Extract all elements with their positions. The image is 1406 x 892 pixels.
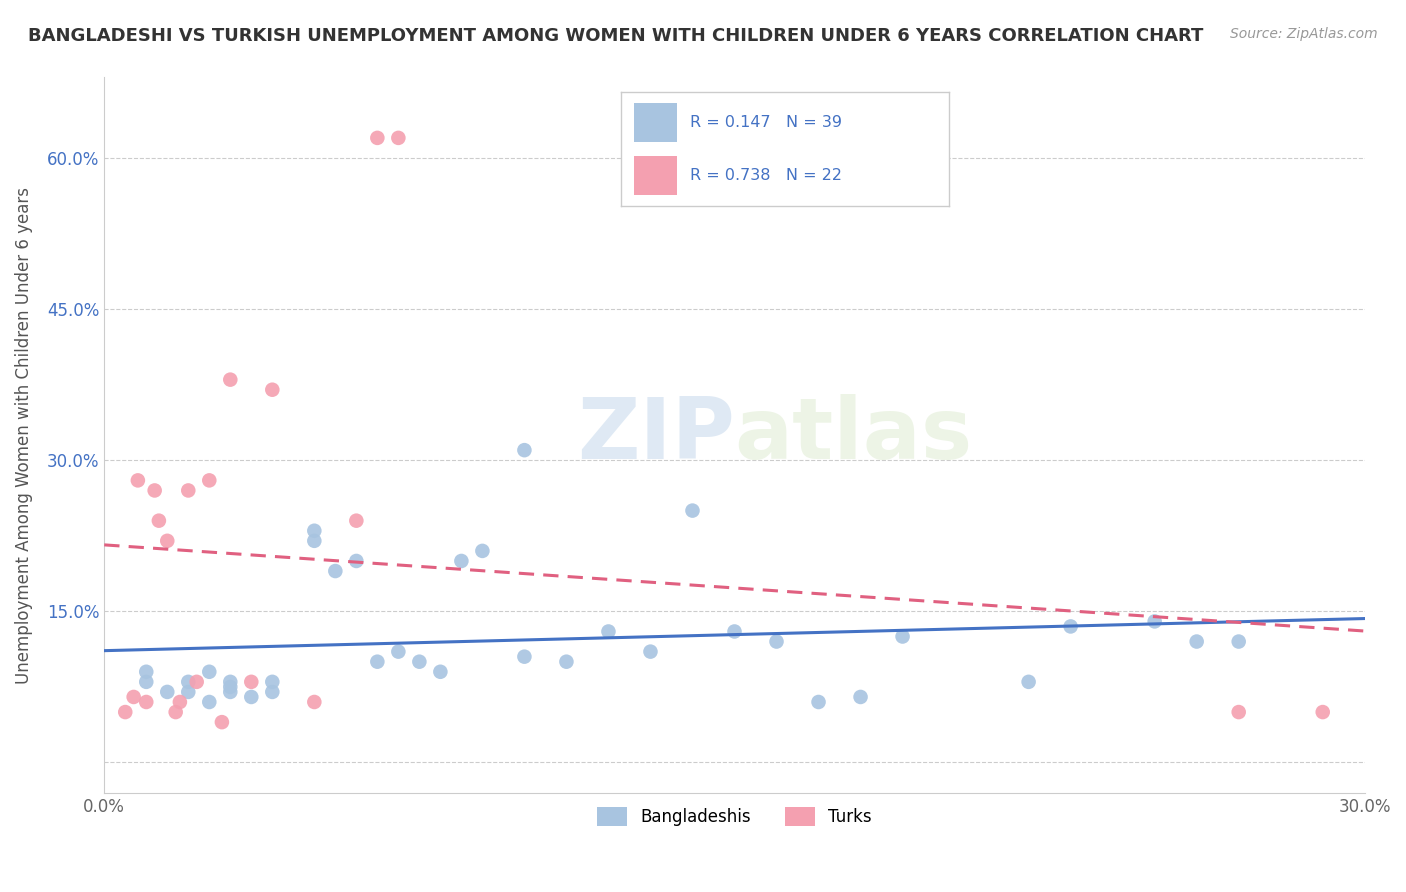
Point [148,514,170,528]
Text: atlas: atlas [734,393,973,476]
Point [1227,705,1250,719]
Point [219,674,242,689]
Point [262,685,284,699]
Point [143,483,166,498]
Point [219,685,242,699]
Point [219,680,242,694]
Point [127,474,149,488]
Text: ZIP: ZIP [576,393,734,476]
Point [219,373,242,387]
Point [156,533,179,548]
Point [1227,634,1250,648]
Point [366,131,388,145]
Point [304,524,326,538]
Point [682,503,704,517]
Point [211,715,233,730]
Point [1018,674,1040,689]
Point [450,554,472,568]
Y-axis label: Unemployment Among Women with Children Under 6 years: Unemployment Among Women with Children U… [15,186,32,683]
Point [1059,619,1081,633]
Point [849,690,872,704]
Text: BANGLADESHI VS TURKISH UNEMPLOYMENT AMONG WOMEN WITH CHILDREN UNDER 6 YEARS CORR: BANGLADESHI VS TURKISH UNEMPLOYMENT AMON… [28,27,1204,45]
Point [891,630,914,644]
Point [135,665,157,679]
Point [198,474,221,488]
Point [198,665,221,679]
Point [429,665,451,679]
Point [513,649,536,664]
Point [471,544,494,558]
Point [135,674,157,689]
Point [598,624,620,639]
Point [177,674,200,689]
Point [723,624,745,639]
Point [513,443,536,458]
Point [135,695,157,709]
Point [1185,634,1208,648]
Point [640,645,662,659]
Point [344,514,367,528]
Point [240,690,263,704]
Point [344,554,367,568]
Point [169,695,191,709]
Point [122,690,145,704]
Point [114,705,136,719]
Point [325,564,347,578]
Point [408,655,430,669]
Point [555,655,578,669]
Point [186,674,208,689]
Point [262,674,284,689]
Point [304,533,326,548]
Point [165,705,187,719]
Point [304,695,326,709]
Text: Source: ZipAtlas.com: Source: ZipAtlas.com [1230,27,1378,41]
Point [177,483,200,498]
Point [198,695,221,709]
Point [1312,705,1334,719]
Point [387,645,409,659]
Point [177,685,200,699]
Point [807,695,830,709]
Point [387,131,409,145]
Point [240,674,263,689]
Point [262,383,284,397]
Point [765,634,787,648]
Point [1143,615,1166,629]
Legend: Bangladeshis, Turks: Bangladeshis, Turks [589,798,880,834]
Point [156,685,179,699]
Point [366,655,388,669]
